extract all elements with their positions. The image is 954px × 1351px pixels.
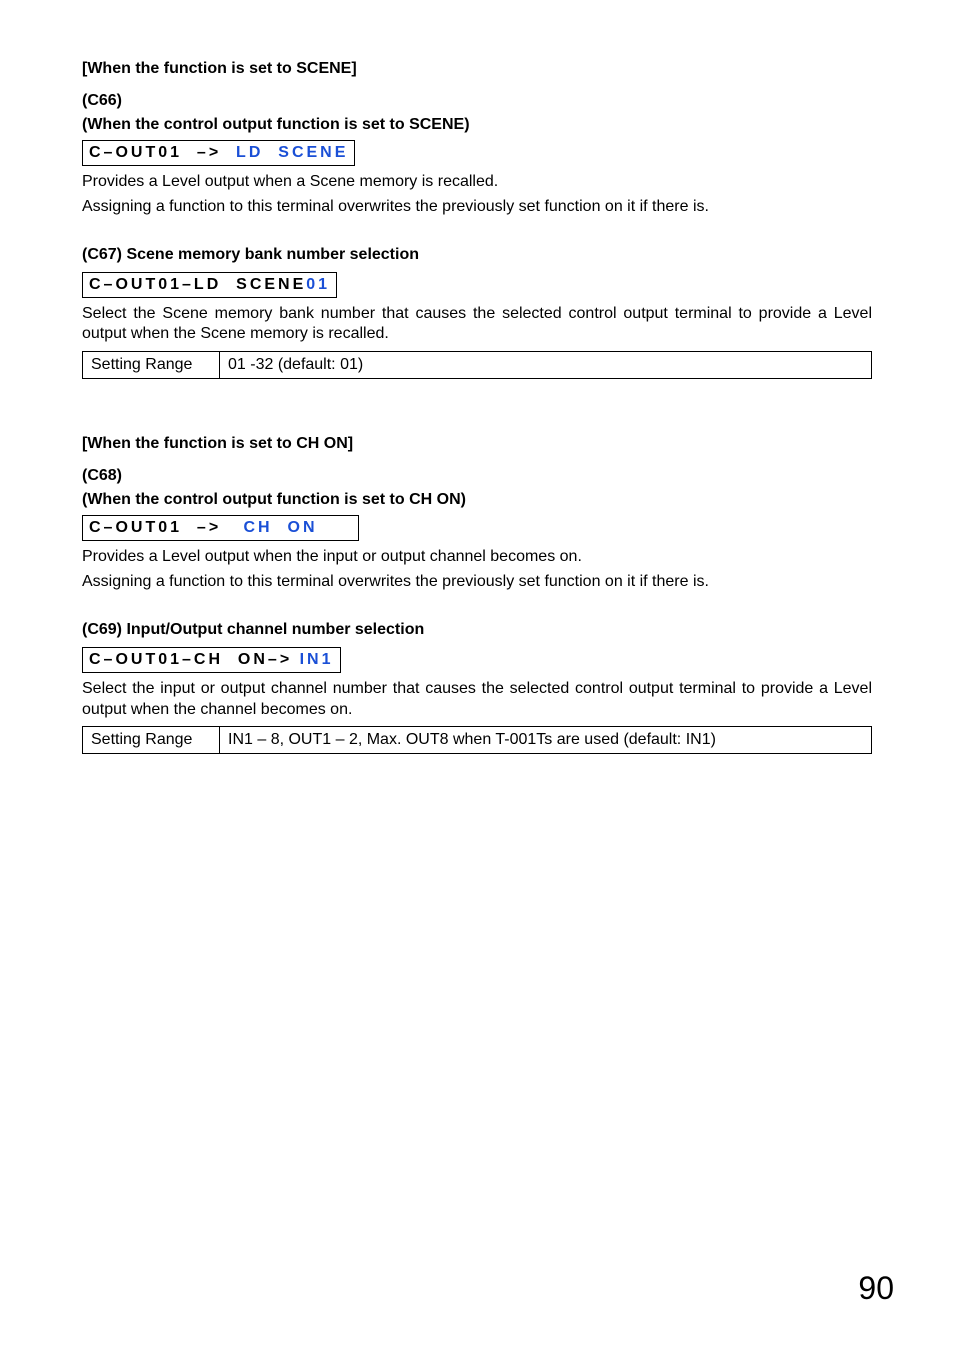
c69-desc: Select the input or output channel numbe…: [82, 679, 872, 721]
c69-table-label: Setting Range: [83, 727, 220, 754]
c68-subtitle: (When the control output function is set…: [82, 491, 872, 509]
c66-label: (C66): [82, 92, 872, 110]
table-row: Setting Range 01 -32 (default: 01): [83, 352, 872, 379]
section-title-chon: [When the function is set to CH ON]: [82, 435, 872, 453]
c69-code-var: IN1: [300, 651, 334, 668]
c66-code-box: C–OUT01 –> LD SCENE: [82, 140, 355, 166]
c67-setting-table: Setting Range 01 -32 (default: 01): [82, 351, 872, 379]
c69-heading: (C69) Input/Output channel number select…: [82, 621, 872, 639]
document-page: [When the function is set to SCENE] (C66…: [0, 0, 954, 754]
spacer: [82, 415, 872, 435]
spacer: [82, 379, 872, 415]
section-title-scene: [When the function is set to SCENE]: [82, 60, 872, 78]
page-number: 90: [858, 1270, 894, 1307]
c68-code-fixed: C–OUT01 –>: [89, 519, 244, 536]
c69-setting-table: Setting Range IN1 – 8, OUT1 – 2, Max. OU…: [82, 726, 872, 754]
c66-code-fixed: C–OUT01 –>: [89, 144, 236, 161]
c68-code-var: CH ON: [244, 519, 318, 536]
c69-code-box: C–OUT01–CH ON–> IN1: [82, 647, 341, 673]
c66-subtitle: (When the control output function is set…: [82, 116, 872, 134]
c69-code-fixed: C–OUT01–CH ON–>: [89, 651, 300, 668]
c67-code-fixed: C–OUT01–LD SCENE: [89, 276, 306, 293]
c68-desc2: Assigning a function to this terminal ov…: [82, 572, 872, 593]
c69-table-value: IN1 – 8, OUT1 – 2, Max. OUT8 when T-001T…: [220, 727, 872, 754]
c66-desc1: Provides a Level output when a Scene mem…: [82, 172, 872, 193]
c68-code-box: C–OUT01 –> CH ON: [82, 515, 359, 541]
c67-table-value: 01 -32 (default: 01): [220, 352, 872, 379]
c66-desc2: Assigning a function to this terminal ov…: [82, 197, 872, 218]
c67-code-box: C–OUT01–LD SCENE01: [82, 272, 337, 298]
c68-desc1: Provides a Level output when the input o…: [82, 547, 872, 568]
c67-table-label: Setting Range: [83, 352, 220, 379]
c66-code-var: LD SCENE: [236, 144, 348, 161]
table-row: Setting Range IN1 – 8, OUT1 – 2, Max. OU…: [83, 727, 872, 754]
c67-heading: (C67) Scene memory bank number selection: [82, 246, 872, 264]
c68-label: (C68): [82, 467, 872, 485]
c67-code-var: 01: [306, 276, 330, 293]
c67-desc: Select the Scene memory bank number that…: [82, 304, 872, 346]
